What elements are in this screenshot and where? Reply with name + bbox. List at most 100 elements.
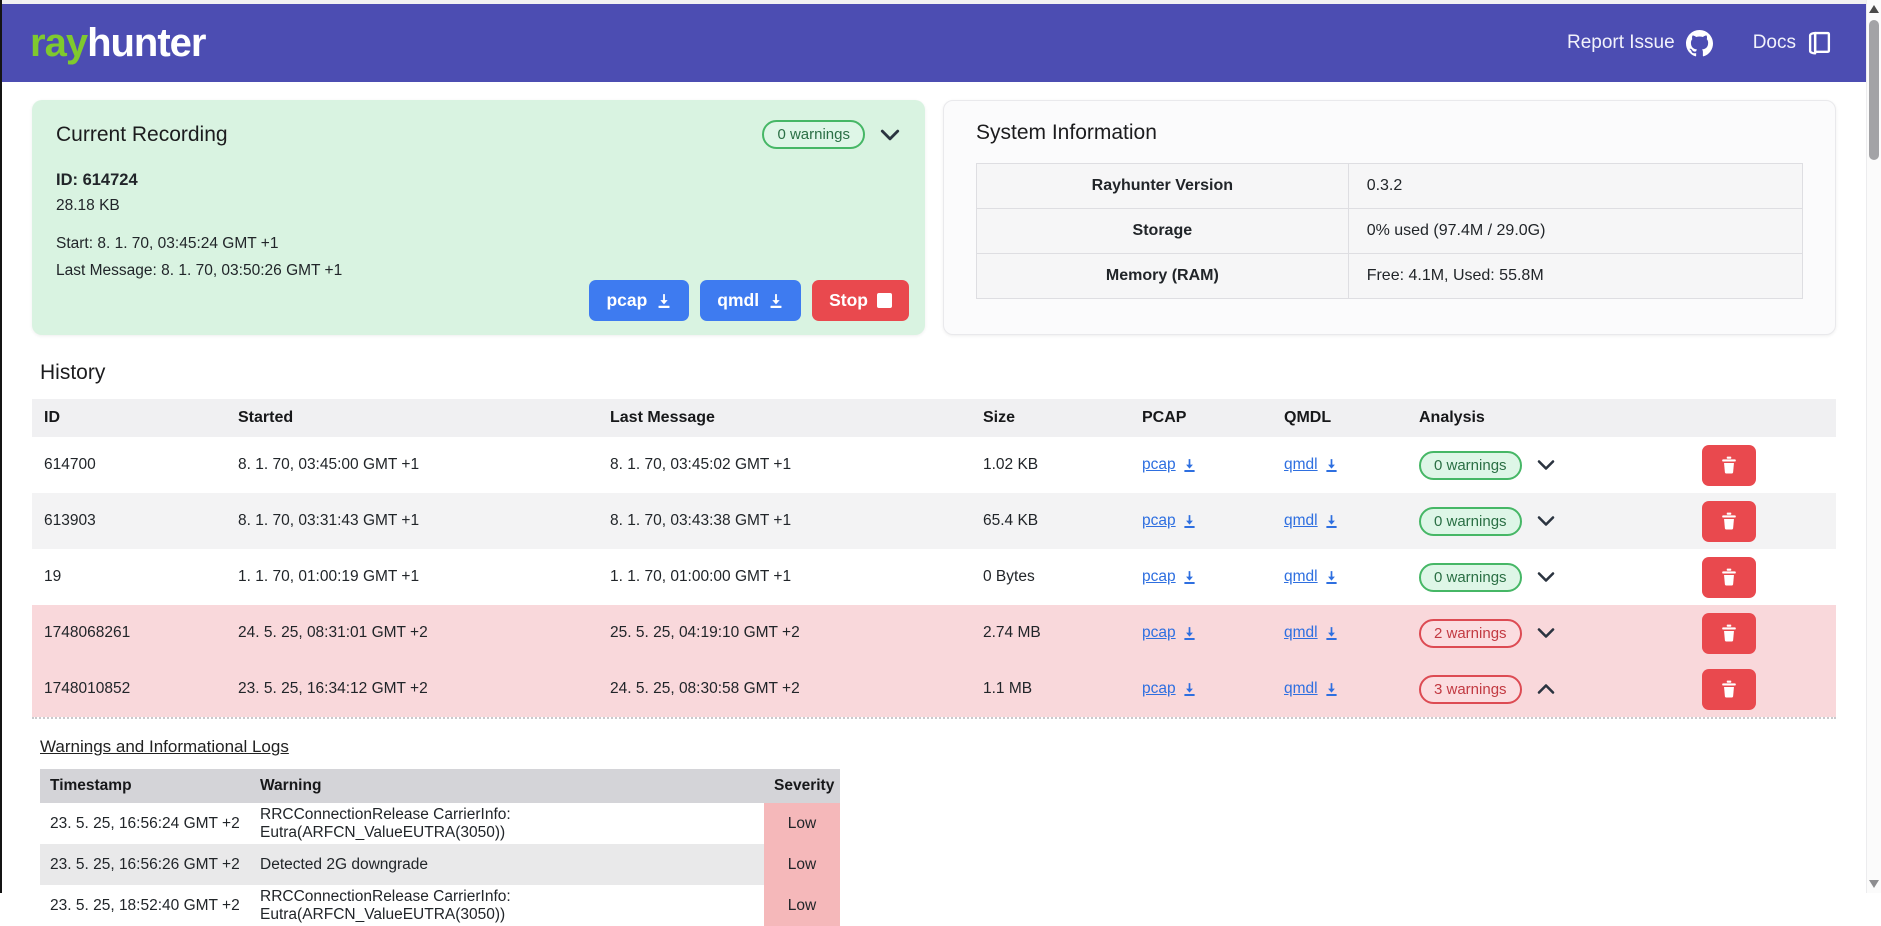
history-cell-actions [1690,549,1836,605]
current-warnings-badge[interactable]: 0 warnings [762,120,865,149]
expand-chevron-icon[interactable] [1536,458,1556,472]
download-icon [1183,514,1195,528]
report-issue-link[interactable]: Report Issue [1567,29,1713,57]
warning-cell-message: RRCConnectionRelease CarrierInfo: Eutra(… [260,887,511,923]
download-icon [1183,458,1195,472]
qmdl-download-link[interactable]: qmdl [1284,624,1339,642]
history-cell-actions [1690,661,1836,717]
scrollbar-thumb[interactable] [1869,20,1879,160]
history-cell-started: 24. 5. 25, 08:31:01 GMT +2 [238,624,428,641]
docs-link[interactable]: Docs [1753,31,1832,56]
delete-recording-button[interactable] [1702,612,1756,654]
nav-links: Report Issue Docs [1567,29,1832,57]
history-cell-qmdl: qmdl [1272,661,1407,717]
delete-recording-button[interactable] [1702,668,1756,710]
system-info-row: Memory (RAM) Free: 4.1M, Used: 55.8M [976,253,1804,299]
download-icon [770,293,782,308]
download-icon [1325,682,1337,696]
warnings-log-panel: Warnings and Informational Logs Timestam… [40,737,1836,926]
history-cell-qmdl: qmdl [1272,605,1407,661]
stop-icon [877,293,892,308]
vertical-scrollbar[interactable] [1866,0,1881,893]
pcap-download-link[interactable]: pcap [1142,456,1197,474]
trash-icon [1722,512,1736,530]
stop-recording-button[interactable]: Stop [812,280,909,321]
history-cell-size: 1.02 KB [983,456,1039,473]
history-cell-size: 0 Bytes [983,568,1035,585]
qmdl-link-label: qmdl [1284,680,1318,697]
download-icon [658,293,670,308]
history-cell-analysis: 0 warnings [1407,493,1690,549]
warnings-log-header: Timestamp Warning Severity [40,769,840,803]
col-header-last-message: Last Message [598,399,971,437]
warnings-badge[interactable]: 0 warnings [1419,506,1522,536]
system-information-title: System Information [976,121,1157,144]
pcap-link-label: pcap [1142,680,1176,697]
expand-chevron-icon[interactable] [1536,514,1556,528]
col-header-warning: Warning [250,769,764,803]
history-title: History [40,361,106,384]
pcap-download-link[interactable]: pcap [1142,512,1197,530]
qmdl-download-link[interactable]: qmdl [1284,512,1339,530]
warnings-badge[interactable]: 0 warnings [1419,562,1522,592]
expand-chevron-icon[interactable] [1536,682,1556,696]
download-icon [1183,682,1195,696]
scrollbar-down-arrow[interactable] [1869,880,1879,888]
col-header-analysis: Analysis [1407,399,1690,437]
expand-chevron-icon[interactable] [1536,570,1556,584]
qmdl-link-label: qmdl [1284,512,1318,529]
pcap-download-link[interactable]: pcap [1142,680,1197,698]
qmdl-button-label: qmdl [717,290,760,310]
system-info-row: Storage 0% used (97.4M / 29.0G) [976,208,1804,254]
history-cell-qmdl: qmdl [1272,437,1407,493]
pcap-download-link[interactable]: pcap [1142,568,1197,586]
history-cell-started: 1. 1. 70, 01:00:19 GMT +1 [238,568,420,585]
history-cell-last-message: 24. 5. 25, 08:30:58 GMT +2 [610,680,800,697]
system-information-table: Rayhunter Version 0.3.2 Storage 0% used … [976,163,1804,299]
warnings-badge[interactable]: 3 warnings [1419,674,1522,704]
history-cell-started: 23. 5. 25, 16:34:12 GMT +2 [238,680,428,697]
system-info-value: 0% used (97.4M / 29.0G) [1347,208,1804,254]
delete-recording-button[interactable] [1702,444,1756,486]
history-cell-actions [1690,605,1836,661]
chevron-down-icon[interactable] [879,127,901,143]
pcap-download-link[interactable]: pcap [1142,624,1197,642]
download-icon [1183,570,1195,584]
scrollbar-up-arrow[interactable] [1869,5,1879,13]
qmdl-download-link[interactable]: qmdl [1284,568,1339,586]
qmdl-download-link[interactable]: qmdl [1284,680,1339,698]
col-header-severity: Severity [764,769,840,803]
logo-text-ray: ray [30,21,88,65]
github-icon [1685,29,1713,57]
warning-cell-timestamp: 23. 5. 25, 16:56:26 GMT +2 [50,855,240,873]
history-cell-analysis: 0 warnings [1407,437,1690,493]
pcap-download-button[interactable]: pcap [589,280,690,321]
rayhunter-logo: rayhunter [30,21,207,65]
system-info-value: 0.3.2 [1347,163,1804,209]
qmdl-download-button[interactable]: qmdl [700,280,802,321]
delete-recording-button[interactable] [1702,556,1756,598]
pcap-link-label: pcap [1142,568,1176,585]
trash-icon [1722,624,1736,642]
book-icon [1807,31,1832,56]
delete-recording-button[interactable] [1702,500,1756,542]
warnings-badge[interactable]: 0 warnings [1419,450,1522,480]
system-information-card: System Information Rayhunter Version 0.3… [943,100,1836,335]
history-cell-pcap: pcap [1130,605,1272,661]
download-icon [1183,626,1195,640]
window-top-edge [0,0,1866,4]
recording-start-time: Start: 8. 1. 70, 03:45:24 GMT +1 [56,235,279,252]
warnings-badge[interactable]: 2 warnings [1419,618,1522,648]
recording-id: ID: 614724 [56,171,138,189]
qmdl-link-label: qmdl [1284,456,1318,473]
history-cell-analysis: 0 warnings [1407,549,1690,605]
system-info-row: Rayhunter Version 0.3.2 [976,163,1804,209]
pcap-button-label: pcap [606,290,648,310]
history-cell-id: 613903 [44,512,96,529]
expand-chevron-icon[interactable] [1536,626,1556,640]
pcap-link-label: pcap [1142,512,1176,529]
expanded-row-divider [32,717,1836,719]
download-icon [1325,626,1337,640]
history-cell-size: 1.1 MB [983,680,1033,697]
qmdl-download-link[interactable]: qmdl [1284,456,1339,474]
